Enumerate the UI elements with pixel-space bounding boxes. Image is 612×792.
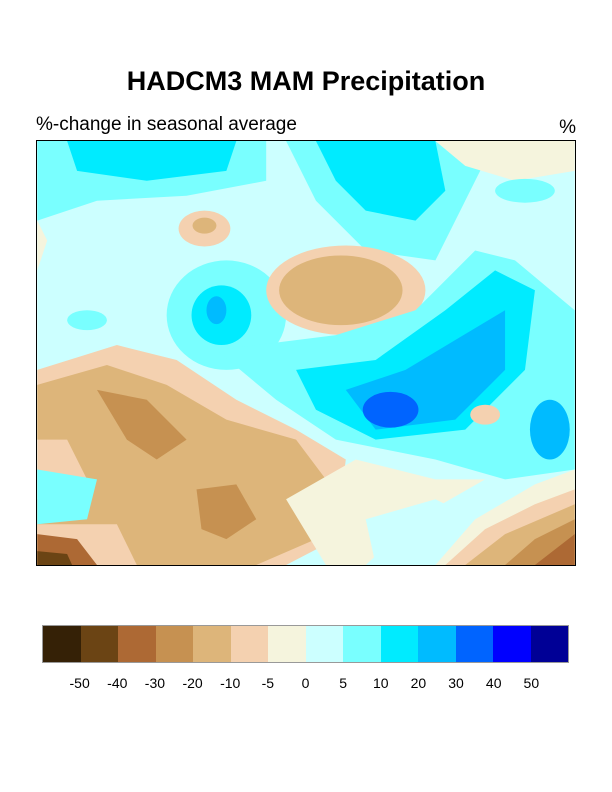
region <box>192 217 217 234</box>
units-label: % <box>559 117 576 138</box>
colorbar-swatch <box>43 626 81 662</box>
precipitation-map <box>36 140 576 566</box>
region <box>286 459 486 565</box>
subtitle-left: %-change in seasonal average <box>36 114 297 135</box>
region <box>435 141 575 181</box>
colorbar-label: 20 <box>410 675 427 691</box>
colorbar-swatch <box>418 626 456 662</box>
region <box>534 534 575 565</box>
colorbar-swatch <box>230 626 268 662</box>
region <box>206 296 227 325</box>
colorbar-swatch <box>193 626 231 662</box>
colorbar-label: -20 <box>182 675 203 691</box>
colorbar-swatch <box>155 626 193 662</box>
region <box>495 178 555 203</box>
region <box>67 141 237 181</box>
colorbar-swatch <box>530 626 568 662</box>
region <box>279 255 403 326</box>
region <box>37 220 48 271</box>
colorbar-label: 30 <box>448 675 464 691</box>
region <box>37 551 73 565</box>
region <box>196 484 257 540</box>
colorbar-swatch <box>493 626 531 662</box>
region <box>67 310 107 331</box>
region <box>365 499 476 565</box>
colorbar-labels: -50 -40 -30 -20 -10 -5 0 5 10 20 30 40 50 <box>42 675 569 695</box>
colorbar-label: -5 <box>261 675 275 691</box>
colorbar-swatch <box>118 626 156 662</box>
colorbar <box>42 625 569 663</box>
colorbar-label: -10 <box>220 675 241 691</box>
region <box>315 141 446 221</box>
colorbar-swatch <box>305 626 343 662</box>
colorbar-label: -40 <box>107 675 128 691</box>
colorbar-label: -50 <box>69 675 90 691</box>
region <box>470 404 501 425</box>
colorbar-swatch <box>80 626 118 662</box>
colorbar-label: 40 <box>485 675 502 691</box>
colorbar-swatch <box>380 626 418 662</box>
colorbar-swatch <box>343 626 381 662</box>
figure-title: HADCM3 MAM Precipitation <box>126 66 486 96</box>
colorbar-label: 0 <box>301 675 310 691</box>
region <box>362 391 419 428</box>
colorbar-swatch <box>455 626 493 662</box>
region <box>37 469 97 525</box>
colorbar-label: 10 <box>372 675 389 691</box>
colorbar-label: -30 <box>144 675 166 691</box>
colorbar-label: 50 <box>523 675 540 691</box>
region <box>96 389 187 460</box>
colorbar-label: 5 <box>339 675 348 691</box>
colorbar-swatch <box>268 626 306 662</box>
region <box>529 399 570 460</box>
